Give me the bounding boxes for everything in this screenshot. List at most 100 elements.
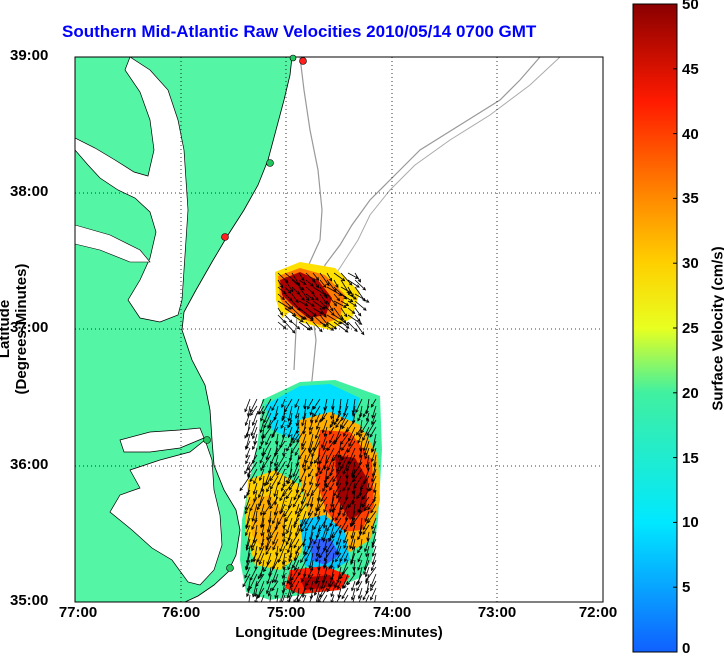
velocity-arrow: [312, 321, 323, 332]
velocity-arrow: [279, 538, 286, 552]
velocity-arrow-head: [357, 549, 361, 554]
velocity-arrow-head: [350, 561, 354, 566]
velocity-arrow: [316, 594, 321, 602]
velocity-arrow-head: [312, 405, 317, 410]
velocity-arrow: [244, 503, 251, 514]
velocity-arrow: [352, 510, 363, 525]
velocity-arrow: [309, 426, 314, 435]
velocity-arrow-head: [346, 428, 350, 433]
velocity-arrow: [257, 545, 265, 562]
velocity-arrow-head: [260, 417, 264, 422]
station-marker: [289, 54, 297, 62]
velocity-arrow-head: [258, 606, 261, 609]
velocity-arrow: [271, 580, 279, 591]
velocity-arrow: [366, 419, 377, 436]
velocity-arrow-head: [331, 421, 335, 426]
velocity-arrow: [306, 482, 314, 497]
velocity-arrow-head: [256, 558, 260, 563]
velocity-arrow-head: [263, 424, 267, 429]
velocity-arrow-head: [321, 416, 326, 421]
velocity-arrow: [271, 426, 279, 438]
velocity-arrow: [337, 580, 342, 590]
velocity-arrow: [355, 573, 363, 586]
velocity-arrow: [310, 580, 314, 591]
velocity-arrow-head: [280, 487, 284, 492]
velocity-arrow: [293, 489, 300, 500]
velocity-arrow-head: [279, 548, 283, 553]
velocity-arrow-head: [309, 326, 313, 331]
velocity-arrow-head: [372, 489, 377, 494]
velocity-arrow-head: [315, 580, 320, 585]
velocity-arrow-head: [364, 518, 368, 523]
velocity-arrow-head: [268, 424, 272, 429]
velocity-arrow-head: [356, 587, 360, 592]
velocity-arrow: [339, 566, 349, 579]
velocity-arrow-head: [349, 545, 353, 550]
velocity-arrow: [310, 587, 314, 599]
velocity-arrow: [347, 307, 355, 314]
velocity-arrow-head: [310, 317, 314, 322]
station-marker: [203, 436, 211, 444]
velocity-arrow: [372, 531, 377, 545]
velocity-arrow: [304, 461, 307, 472]
velocity-arrow-head: [314, 435, 319, 440]
velocity-arrow-head: [340, 465, 344, 470]
velocity-arrow: [266, 573, 272, 584]
velocity-arrow: [255, 573, 265, 587]
velocity-arrow: [305, 300, 315, 307]
velocity-arrow-head: [326, 447, 331, 452]
velocity-arrow-head: [323, 509, 327, 514]
velocity-arrow-head: [343, 545, 347, 549]
velocity-arrow-head: [358, 321, 363, 325]
velocity-arrow: [371, 440, 377, 453]
velocity-arrow: [357, 433, 363, 444]
velocity-arrow: [346, 454, 356, 471]
velocity-arrow: [287, 419, 293, 428]
velocity-arrow: [359, 454, 363, 466]
velocity-arrow: [347, 314, 362, 325]
velocity-arrow: [369, 475, 377, 491]
velocity-arrow: [309, 419, 314, 431]
velocity-arrow-head: [288, 422, 292, 427]
velocity-arrow: [298, 307, 314, 320]
velocity-arrow: [275, 454, 286, 471]
velocity-arrow-head: [305, 527, 309, 532]
velocity-arrow-head: [258, 477, 263, 482]
velocity-arrow: [340, 286, 353, 294]
velocity-arrow: [267, 552, 272, 565]
velocity-arrow: [250, 405, 258, 416]
velocity-arrow-head: [259, 429, 263, 434]
velocity-arrow: [324, 559, 328, 568]
velocity-arrow-head: [360, 429, 365, 434]
velocity-arrow: [282, 524, 286, 537]
station-markers: [203, 54, 307, 572]
velocity-arrow: [245, 447, 251, 458]
velocity-arrow: [286, 517, 293, 534]
velocity-arrow: [350, 552, 356, 565]
velocity-arrow-head: [317, 466, 321, 471]
velocity-arrow-head: [357, 439, 361, 444]
velocity-arrow: [367, 531, 370, 541]
velocity-arrow: [313, 433, 321, 451]
velocity-arrow-head: [294, 452, 298, 456]
velocity-arrow-head: [360, 331, 365, 336]
velocity-arrow-head: [362, 447, 367, 452]
velocity-arrow: [340, 272, 353, 286]
plot-frame: [74, 56, 604, 603]
velocity-arrow: [336, 531, 342, 545]
velocity-arrow-head: [357, 566, 361, 571]
velocity-arrow-head: [344, 558, 348, 563]
velocity-arrow: [328, 559, 335, 570]
velocity-arrow: [354, 314, 361, 322]
velocity-arrow-head: [279, 497, 283, 502]
velocity-arrow: [253, 482, 258, 495]
velocity-arrow: [360, 475, 370, 490]
velocity-arrow-head: [256, 506, 260, 511]
velocity-arrow: [336, 489, 342, 499]
velocity-arrow-head: [244, 435, 248, 439]
x-tick-label: 72:00: [578, 604, 618, 621]
velocity-arrow-head: [343, 585, 347, 589]
velocity-arrow-head: [291, 329, 296, 334]
velocity-arrow-head: [254, 519, 258, 524]
velocity-arrow: [277, 321, 287, 329]
